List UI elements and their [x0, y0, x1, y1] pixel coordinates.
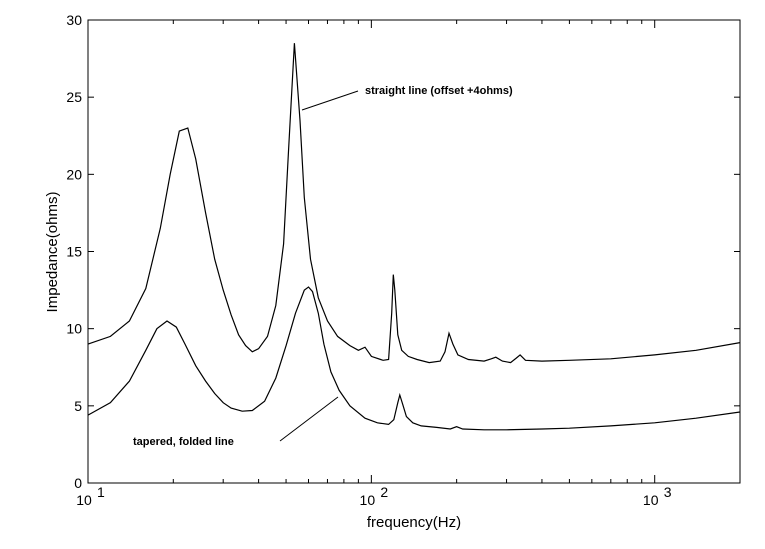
y-tick-label: 5 — [74, 398, 82, 414]
x-axis-ticks: 10 1 10 2 10 3 — [76, 20, 741, 508]
x-tick-label: 10 — [360, 492, 376, 508]
x-tick-label: 10 — [643, 492, 659, 508]
y-axis-label: Impedance(ohms) — [44, 192, 61, 313]
x-tick-label-exponent: 1 — [97, 484, 105, 500]
x-tick-label: 10 — [76, 492, 92, 508]
y-tick-label: 15 — [66, 244, 82, 260]
annotation-straight-line: straight line (offset +4ohms) — [365, 85, 513, 97]
annotation-leader-straight — [301, 90, 359, 111]
x-axis-label: frequency(Hz) — [367, 514, 461, 531]
x-tick-label-exponent: 3 — [664, 484, 672, 500]
y-tick-label: 30 — [66, 12, 82, 28]
x-tick-label-exponent: 2 — [380, 484, 388, 500]
series-line-tapered-folded — [87, 286, 741, 431]
y-axis-ticks: 0 5 10 15 20 25 30 — [66, 12, 740, 491]
y-tick-label: 10 — [66, 321, 82, 337]
y-tick-label: 0 — [74, 475, 82, 491]
y-tick-label: 25 — [66, 89, 82, 105]
series-layer — [87, 43, 741, 431]
y-tick-label: 20 — [66, 166, 82, 182]
annotation-leader-tapered — [279, 396, 339, 442]
annotation-tapered-line: tapered, folded line — [133, 436, 234, 448]
series-line-straight — [87, 43, 741, 364]
